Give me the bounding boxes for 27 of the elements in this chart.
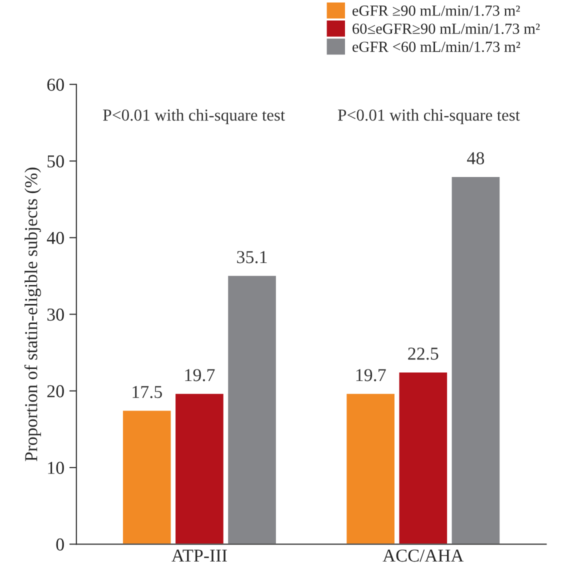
y-tick-label: 10 bbox=[48, 462, 64, 474]
data-label: 19.7 bbox=[356, 369, 386, 382]
y-tick-label: 50 bbox=[48, 155, 64, 168]
y-tick-label: 20 bbox=[47, 385, 64, 398]
annotation: P<0.01 with chi-square test bbox=[103, 109, 286, 124]
y-tick-label: 40 bbox=[46, 232, 64, 244]
bar bbox=[122, 409, 172, 544]
data-label: 22.5 bbox=[408, 348, 438, 360]
y-tick-label: 0 bbox=[56, 538, 64, 551]
y-axis-title: Proportion of statin-eligible subjects (%) bbox=[24, 168, 41, 462]
x-tick-label: ATP-III bbox=[172, 550, 227, 562]
legend-label: eGFR ≥90 mL/min/1.73 m² bbox=[352, 6, 520, 16]
data-label: 48 bbox=[467, 152, 484, 164]
bar bbox=[226, 274, 278, 544]
legend-label: eGFR <60 mL/min/1.73 m² bbox=[352, 42, 520, 52]
annotation: P<0.01 with chi-square test bbox=[338, 109, 520, 124]
y-tick-label: 30 bbox=[47, 308, 64, 321]
bar bbox=[345, 392, 396, 544]
data-label: 19.7 bbox=[185, 369, 215, 382]
data-label: 35.1 bbox=[237, 251, 267, 264]
bar bbox=[398, 371, 448, 544]
bar bbox=[450, 176, 502, 544]
x-tick-label: ACC/AHA bbox=[382, 550, 464, 562]
y-tick-label: 60 bbox=[47, 78, 64, 91]
legend-label: 60≤eGFR≥90 mL/min/1.73 m² bbox=[352, 24, 540, 34]
data-label: 17.5 bbox=[132, 386, 162, 398]
bar bbox=[174, 392, 225, 544]
